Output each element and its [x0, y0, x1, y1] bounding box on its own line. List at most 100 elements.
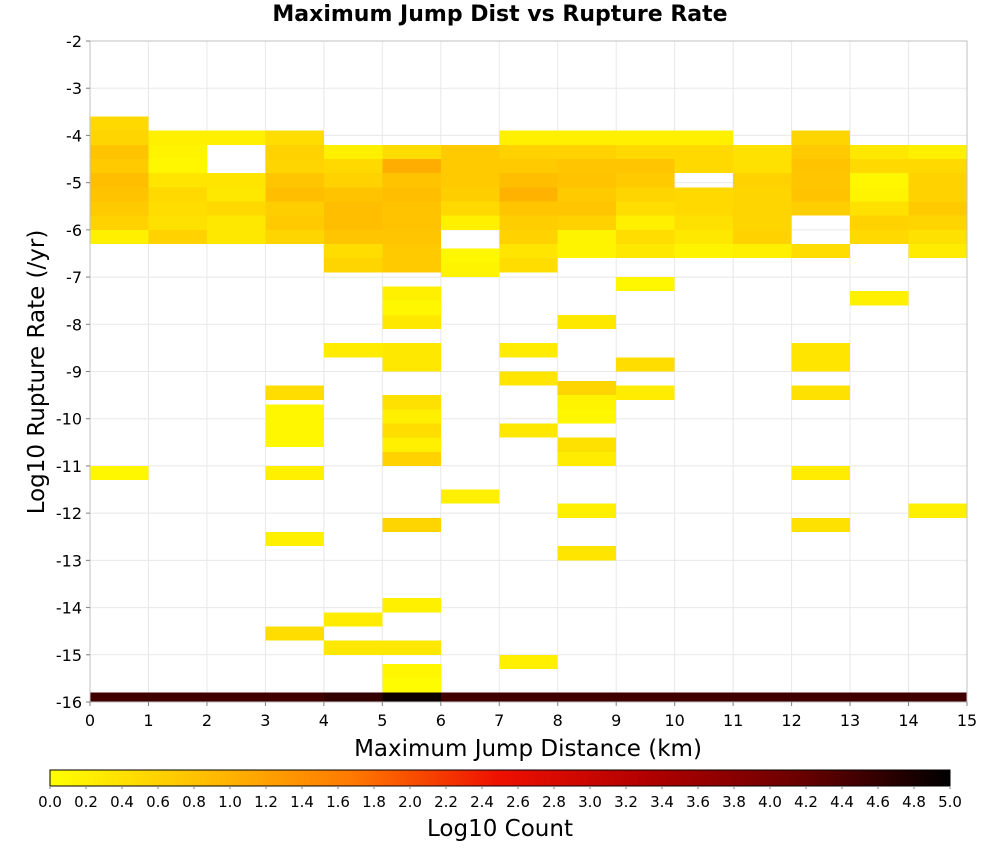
heatmap-cell [382, 258, 441, 273]
heatmap-cell [674, 244, 734, 259]
heatmap-cell [499, 258, 558, 273]
heatmap-cell [323, 159, 383, 174]
colorbar-tick-label: 4.8 [902, 793, 926, 811]
heatmap-cell [499, 187, 558, 202]
heatmap-cell [440, 692, 500, 702]
colorbar-tick-label: 0.8 [182, 793, 206, 811]
heatmap-cell [616, 229, 675, 245]
heatmap-cell [382, 395, 441, 410]
x-tick-label: 9 [611, 711, 621, 730]
heatmap-cell [557, 692, 617, 702]
heatmap-cell [382, 517, 441, 533]
heatmap-cell [557, 173, 617, 188]
heatmap-cell [733, 144, 792, 160]
heatmap-cell [616, 692, 675, 702]
colorbar-tick-label: 4.2 [794, 793, 818, 811]
colorbar [49, 769, 951, 787]
heatmap-cell [733, 201, 792, 216]
heatmap-cell [90, 465, 149, 481]
colorbar-tick-label: 3.0 [578, 793, 602, 811]
heatmap-cell [265, 229, 324, 245]
heatmap-cell [265, 187, 324, 202]
heatmap-cell [791, 692, 851, 702]
heatmap-cell [382, 144, 441, 160]
heatmap-cell [206, 130, 266, 145]
heatmap-cell [733, 229, 792, 245]
heatmap-cell [382, 300, 441, 315]
heatmap-cell [908, 187, 967, 202]
x-tick-label: 4 [319, 711, 329, 730]
colorbar-label: Log10 Count [427, 816, 573, 842]
y-axis-ticks: -2 -3 -4 -5 -6 -7 -8 -9 -10 -11 -12 -13 -14 -15 -16 [56, 32, 90, 712]
heatmap-cell [616, 130, 675, 145]
y-tick-label: -9 [66, 363, 82, 382]
heatmap-cell [90, 187, 149, 202]
heatmap-cell [323, 201, 383, 216]
heatmap-cell [499, 371, 558, 386]
heatmap-cell [499, 654, 558, 669]
heatmap-cell [440, 201, 500, 216]
y-tick-label: -12 [56, 504, 82, 523]
heatmap-cell [908, 173, 967, 188]
x-tick-label: 11 [723, 711, 743, 730]
heatmap-cell [382, 357, 441, 372]
heatmap-cell [557, 451, 617, 466]
heatmap-cell [908, 503, 967, 518]
heatmap-cell [206, 215, 266, 230]
heatmap-cell [382, 598, 441, 613]
colorbar-tick-label: 2.8 [542, 793, 566, 811]
colorbar-tick-label: 2.0 [398, 793, 422, 811]
heatmap-cell [206, 229, 266, 245]
heatmap-cell [382, 173, 441, 188]
heatmap-cell [148, 173, 207, 188]
heatmap-cell [440, 173, 500, 188]
heatmap-cell [733, 159, 792, 174]
colorbar-tick-label: 0.4 [110, 793, 134, 811]
heatmap-cell [382, 664, 441, 679]
heatmap-cell [616, 144, 675, 160]
colorbar-tick-label: 0.0 [38, 793, 62, 811]
colorbar-tick-label: 4.0 [758, 793, 782, 811]
colorbar-tick-label: 0.2 [74, 793, 98, 811]
x-tick-label: 1 [143, 711, 153, 730]
heatmap-cell [557, 395, 617, 410]
heatmap-cell [382, 229, 441, 245]
heatmap-cell [616, 187, 675, 202]
y-tick-label: -15 [56, 646, 82, 665]
heatmap-cell [791, 130, 851, 145]
heatmap-cell [440, 187, 500, 202]
heatmap-cell [323, 244, 383, 259]
y-tick-label: -6 [66, 221, 82, 240]
colorbar-tick-label: 3.2 [614, 793, 638, 811]
heatmap-cell [382, 678, 441, 693]
heatmap-cell [206, 201, 266, 216]
y-tick-label: -10 [56, 410, 82, 429]
heatmap-cell [908, 244, 967, 259]
colorbar-tick-label: 5.0 [938, 793, 962, 811]
heatmap-cell [265, 159, 324, 174]
heatmap-cell [148, 159, 207, 174]
colorbar-tick-label: 3.4 [650, 793, 674, 811]
heatmap-cell [850, 291, 909, 306]
x-axis-ticks: 0 1 2 3 4 5 6 7 8 9 10 11 12 13 14 15 [85, 702, 977, 730]
heatmap-cell [791, 187, 851, 202]
colorbar-tick-label: 0.6 [146, 793, 170, 811]
heatmap-cell [733, 244, 792, 259]
colorbar-tick-label: 2.4 [470, 793, 494, 811]
heatmap-cell [674, 187, 734, 202]
heatmap-cell [206, 173, 266, 188]
x-tick-label: 2 [202, 711, 212, 730]
heatmap-cell [674, 144, 734, 160]
colorbar-tick-label: 1.8 [362, 793, 386, 811]
heatmap-cell [557, 380, 617, 396]
heatmap-cell [323, 640, 383, 655]
heatmap-cell [382, 692, 441, 702]
heatmap-cell [499, 423, 558, 438]
heatmap-cell [265, 626, 324, 641]
heatmap-cell [265, 404, 324, 419]
heatmap-cell [791, 144, 851, 160]
heatmap-cell [499, 692, 558, 702]
heatmap-cell [90, 173, 149, 188]
x-tick-label: 15 [957, 711, 977, 730]
colorbar-tick-label: 4.6 [866, 793, 890, 811]
